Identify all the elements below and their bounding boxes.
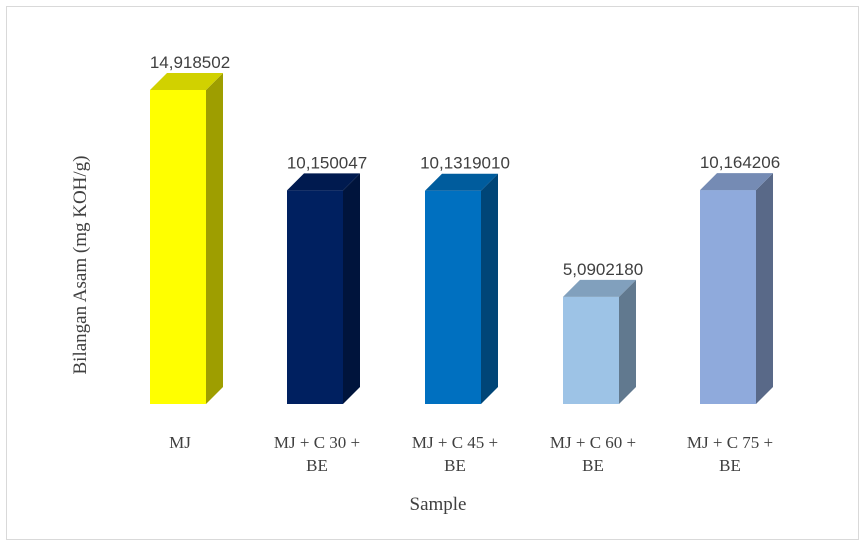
category-label: MJ + C 60 + [550,433,636,452]
bar-front [700,190,756,404]
bar-top [563,279,636,297]
category-label: MJ [169,433,191,452]
bar [563,279,636,404]
y-axis-title: Bilangan Asam (mg KOH/g) [70,155,91,374]
value-label: 10,164206 [700,153,780,172]
category-label: MJ + C 45 + [412,433,498,452]
category-label: BE [306,456,328,475]
bar-side [206,73,223,404]
bar-top [700,173,773,191]
bar-side [481,173,498,404]
bar-front [150,90,206,404]
bar-side [343,173,360,404]
bar [700,173,773,404]
bar-top [150,73,223,90]
category-label: BE [582,456,604,475]
bar-side [619,279,636,404]
bar-side [756,173,773,404]
bar [425,173,498,404]
bar-front [287,190,343,404]
category-label: BE [444,456,466,475]
bar [287,173,360,404]
bar-top [425,173,498,191]
value-labels-group: 14,918502 10,150047 10,1319010 5,0902180 10,… [150,53,780,279]
category-label: MJ + C 30 + [274,433,360,452]
chart-frame [6,6,859,540]
value-label: 14,918502 [150,53,230,72]
bar-front [425,190,481,404]
bar-top [287,173,360,191]
value-label: 5,0902180 [563,260,643,279]
value-label: 10,150047 [287,153,367,172]
value-label: 10,1319010 [420,154,510,173]
bars-group [150,73,773,404]
category-labels-group: MJ MJ + C 30 + BE MJ + C 45 + BE MJ + C 60 + B… [169,433,773,475]
bar [150,73,223,404]
x-axis-title: Sample [410,494,467,515]
bar-front [563,296,619,404]
category-label: BE [719,456,741,475]
category-label: MJ + C 75 + [687,433,773,452]
